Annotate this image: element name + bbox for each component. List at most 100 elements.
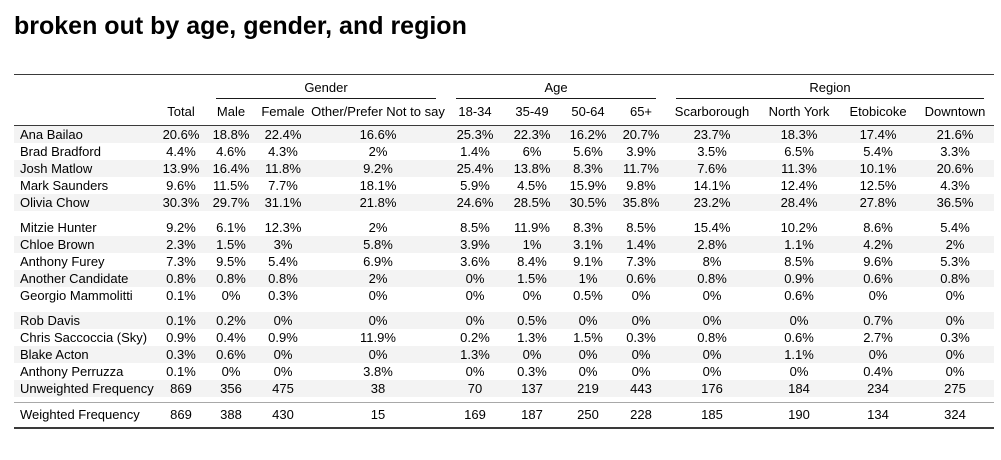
value-cell: 3% (273, 237, 293, 252)
crosstab-table: Gender Age Region Total Male Female Othe… (14, 74, 995, 429)
value-cell: 0.6% (626, 271, 656, 286)
value-cell: 1.4% (460, 144, 490, 159)
value-cell: 1.3% (460, 347, 490, 362)
table-row: Unweighted Frequency 869 356 475 38 70 137 219 4… (14, 380, 995, 397)
value-cell: 2% (368, 271, 388, 286)
stub-cell (14, 99, 156, 126)
group-header-row: Gender Age Region (14, 75, 994, 100)
value-cell: 0% (465, 288, 485, 303)
value-cell: 1.5% (517, 271, 547, 286)
value-cell: 35.8% (622, 195, 660, 210)
page-title: broken out by age, gender, and region (14, 12, 467, 40)
group-spacer (14, 211, 995, 219)
value-cell: 0% (273, 313, 293, 328)
value-cell: 11.3% (781, 161, 817, 176)
value-cell: 0.6% (863, 271, 893, 286)
value-cell: 22.4% (264, 127, 302, 142)
value-cell: 2.7% (863, 330, 893, 345)
column-header-35-49: 35-49 (515, 104, 549, 119)
value-cell: 0% (631, 364, 651, 379)
value-cell: 0% (945, 347, 965, 362)
table-row: Georgio Mammolitti 0.1% 0% 0.3% 0% 0% 0% 0.5% 0%… (14, 287, 994, 304)
column-header-downtown: Downtown (924, 104, 986, 119)
value-cell: 10.1% (859, 161, 897, 176)
value-cell: 0.5% (573, 288, 603, 303)
value-cell: 15 (370, 406, 386, 422)
stub-cell (14, 75, 156, 100)
value-cell: 6.9% (363, 254, 393, 269)
value-cell: 0.8% (268, 271, 298, 286)
weighted-section: Weighted Frequency 869 388 430 15 169 187 250 22… (14, 402, 995, 428)
value-cell: 21.8% (359, 195, 397, 210)
value-cell: 23.2% (693, 195, 731, 210)
value-cell: 869 (170, 406, 192, 422)
value-cell: 18.8% (212, 127, 250, 142)
value-cell: 5.4% (268, 254, 298, 269)
value-cell: 0.3% (517, 364, 547, 379)
value-cell: 8.6% (863, 220, 893, 235)
row-label: Josh Matlow (20, 161, 93, 176)
column-header-etobicoke: Etobicoke (849, 104, 907, 119)
spacer-row (14, 304, 995, 312)
value-cell: 0% (945, 288, 965, 303)
column-header-male: Male (216, 104, 246, 119)
value-cell: 4.3% (940, 178, 970, 193)
value-cell: 0% (789, 313, 809, 328)
row-label: Anthony Perruzza (20, 364, 124, 379)
column-header-50-64: 50-64 (571, 104, 605, 119)
value-cell: 20.7% (622, 127, 660, 142)
total-gap-cell (156, 75, 206, 100)
value-cell: 1.5% (573, 330, 603, 345)
value-cell: 2% (945, 237, 965, 252)
value-cell: 0% (789, 364, 809, 379)
value-cell: 1.3% (517, 330, 547, 345)
value-cell: 3.8% (363, 364, 393, 379)
value-cell: 18.1% (359, 178, 397, 193)
value-cell: 324 (944, 406, 966, 422)
row-label: Brad Bradford (20, 144, 101, 159)
group-header-region: Region (676, 79, 985, 99)
table-row: Anthony Furey 7.3% 9.5% 5.4% 6.9% 3.6% 8.4% 9.1… (14, 253, 994, 270)
value-cell: 185 (701, 406, 723, 422)
column-header-other: Other/Prefer Not to say (311, 104, 445, 119)
value-cell: 21.6% (936, 127, 974, 142)
value-cell: 0% (522, 288, 542, 303)
value-cell: 234 (867, 381, 889, 396)
table-row: Anthony Perruzza 0.1% 0% 0% 3.8% 0% 0.3% 0% 0% 0%… (14, 363, 994, 380)
row-label: Anthony Furey (20, 254, 105, 269)
value-cell: 20.6% (162, 127, 200, 142)
value-cell: 0% (945, 364, 965, 379)
value-cell: 11.9% (360, 330, 396, 345)
value-cell: 356 (220, 381, 242, 396)
candidate-group-2: Mitzie Hunter 9.2% 6.1% 12.3% 2% 8.5% 11.9% 8.3… (14, 219, 995, 304)
value-cell: 9.2% (363, 161, 393, 176)
value-cell: 0% (631, 347, 651, 362)
value-cell: 0% (945, 313, 965, 328)
value-cell: 0% (702, 347, 722, 362)
value-cell: 0.9% (166, 330, 196, 345)
value-cell: 0% (368, 347, 388, 362)
value-cell: 16.6% (359, 127, 397, 142)
value-cell: 0% (368, 288, 388, 303)
value-cell: 137 (521, 381, 543, 396)
value-cell: 0.6% (784, 330, 814, 345)
value-cell: 0.6% (784, 288, 814, 303)
value-cell: 388 (220, 406, 242, 422)
value-cell: 15.9% (569, 178, 607, 193)
row-label: Chloe Brown (20, 237, 95, 252)
value-cell: 1% (578, 271, 598, 286)
value-cell: 0.1% (166, 288, 196, 303)
value-cell: 70 (467, 381, 483, 396)
value-cell: 0% (368, 313, 388, 328)
value-cell: 2% (368, 144, 388, 159)
table-row: Weighted Frequency 869 388 430 15 169 187 250 22… (14, 402, 994, 428)
row-label: Mark Saunders (20, 178, 109, 193)
value-cell: 10.2% (780, 220, 818, 235)
value-cell: 2.3% (166, 237, 196, 252)
value-cell: 3.9% (626, 144, 656, 159)
value-cell: 869 (170, 381, 192, 396)
value-cell: 2% (368, 220, 388, 235)
value-cell: 0.9% (268, 330, 298, 345)
value-cell: 15.4% (693, 220, 731, 235)
value-cell: 0% (465, 271, 485, 286)
